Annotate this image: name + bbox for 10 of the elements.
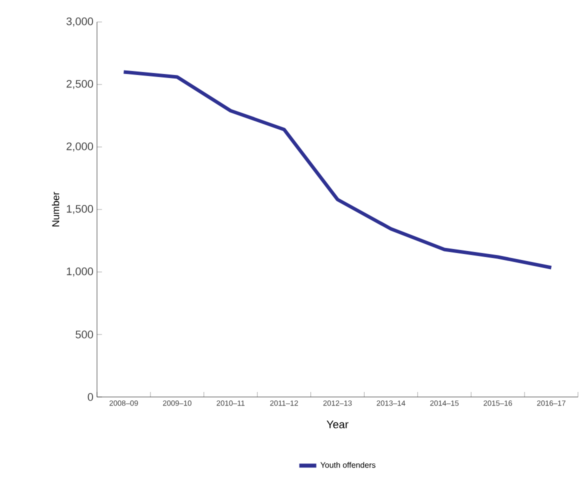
y-axis-title: Number — [52, 192, 60, 226]
line-series — [122, 70, 554, 270]
y-tick-label: 3,000 — [66, 17, 94, 27]
y-tick-label: 500 — [76, 330, 94, 338]
y-tick-label: 0 — [88, 393, 94, 401]
y-tick-label: 1,500 — [66, 204, 94, 214]
y-tick-label: 2,500 — [66, 80, 94, 90]
y-tick-label: 2,000 — [66, 142, 94, 152]
x-axis-title: Year — [326, 420, 348, 428]
y-tick-label: 1,000 — [66, 267, 94, 277]
